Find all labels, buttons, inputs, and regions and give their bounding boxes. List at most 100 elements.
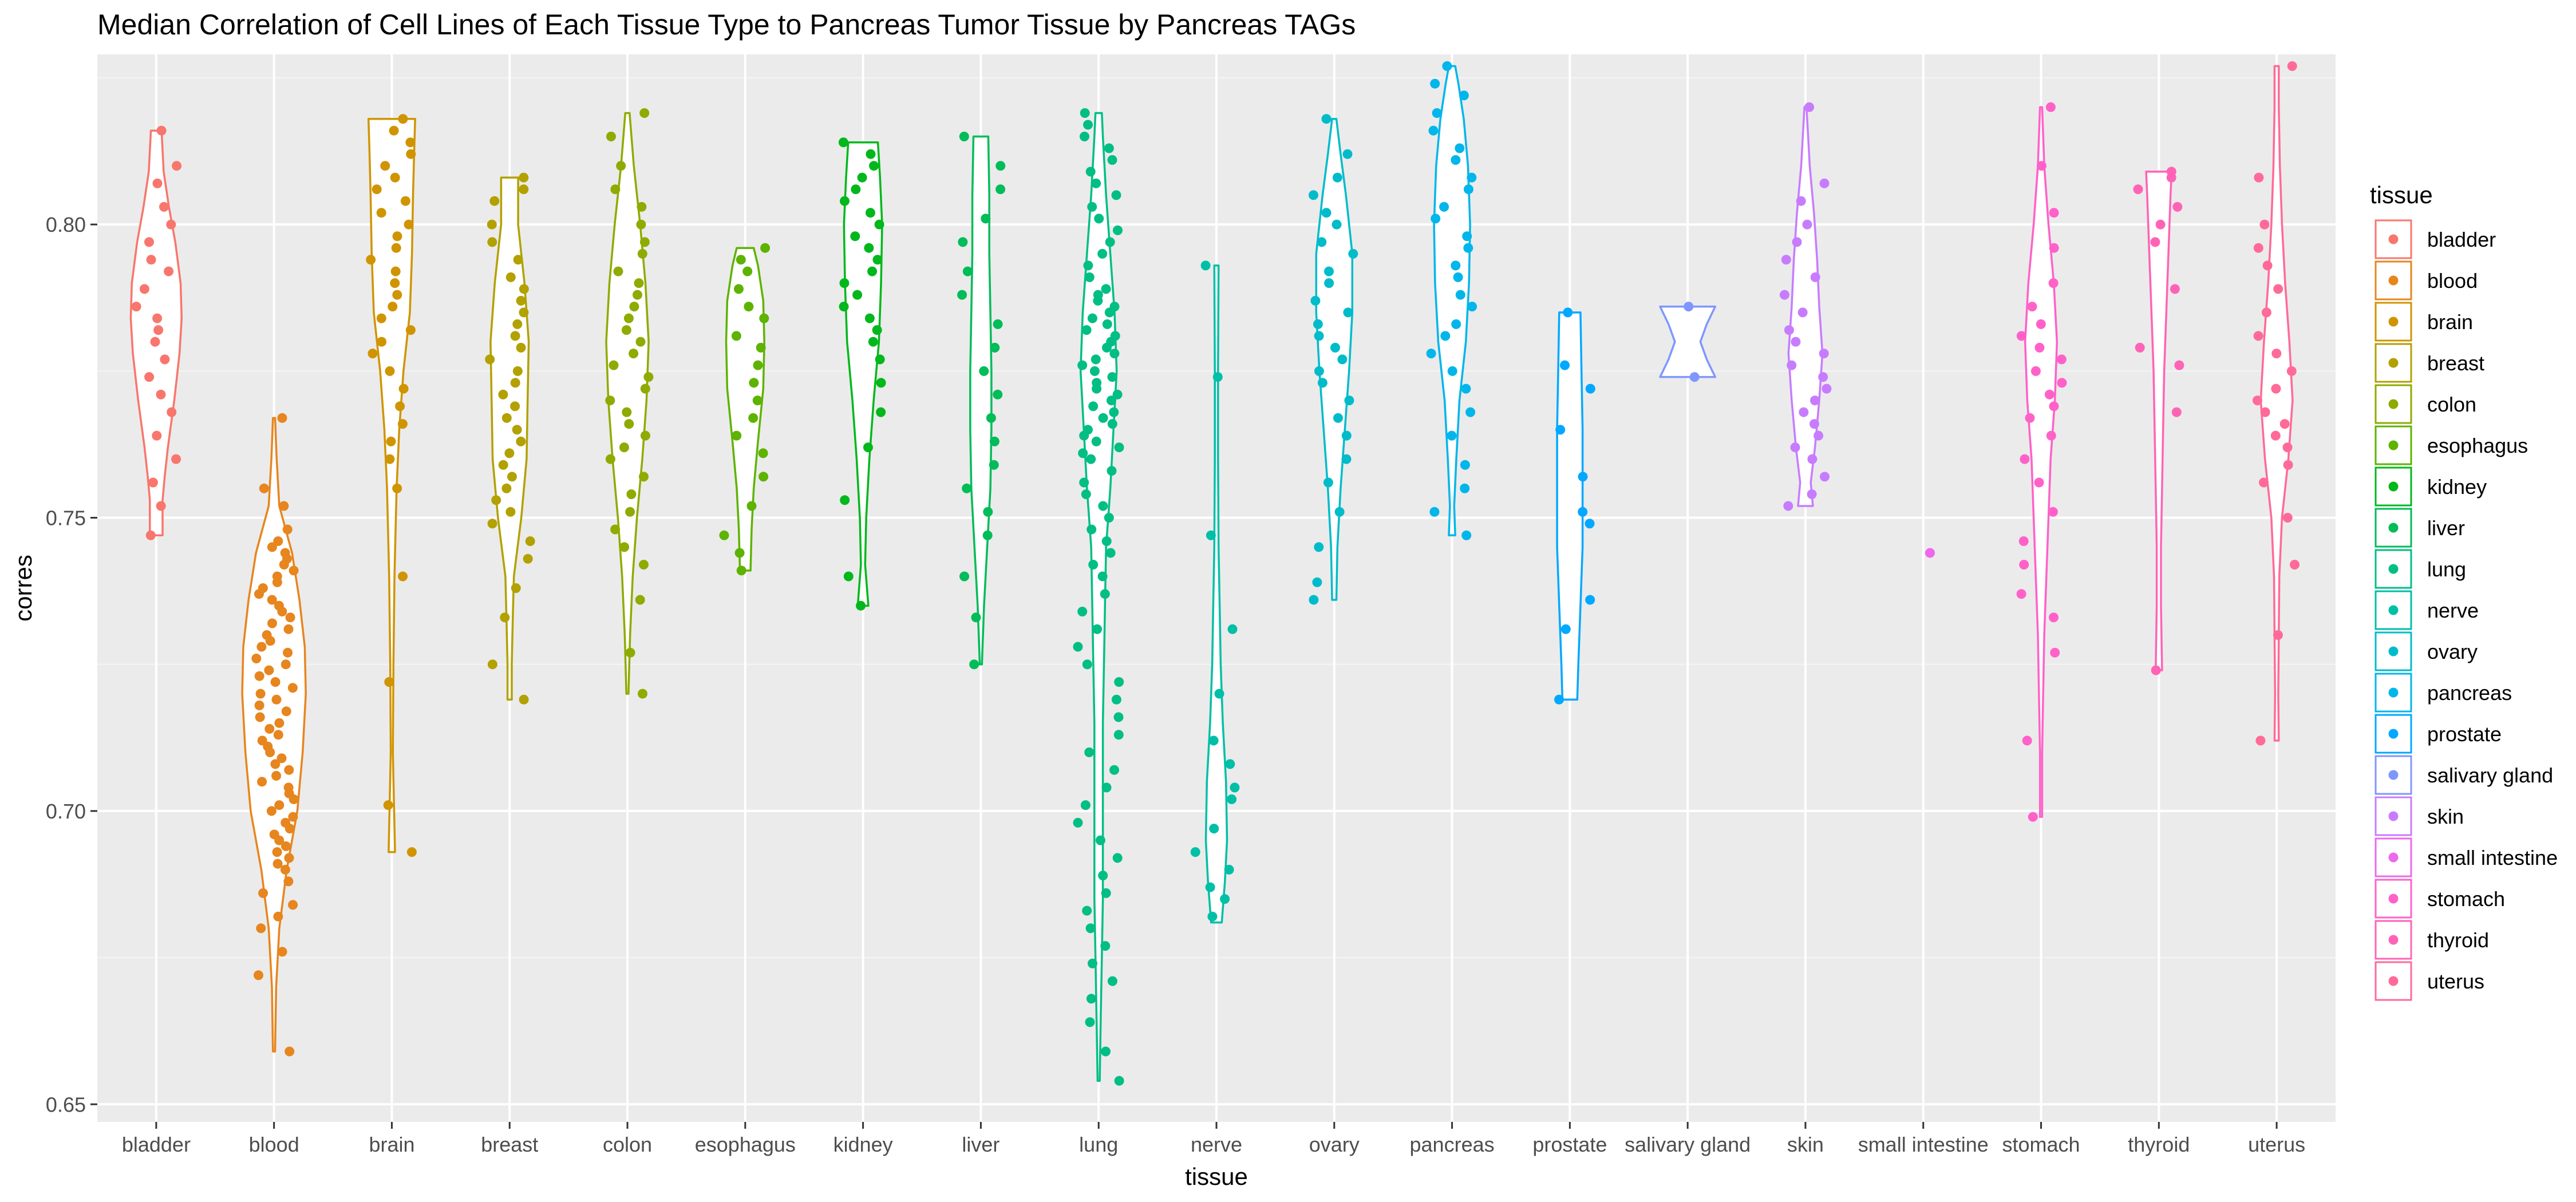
data-point [281,706,291,717]
legend-key-dot [2388,852,2399,863]
data-point [759,313,769,323]
data-point [1225,759,1235,769]
data-point [404,219,414,230]
data-point [1101,782,1112,793]
legend-key [2374,508,2412,548]
data-point [487,519,497,529]
data-point [385,366,395,376]
data-point [273,536,283,546]
data-point [267,595,277,605]
data-point [756,342,766,353]
data-point [1439,201,1449,212]
data-point [2259,477,2269,488]
data-point [265,747,275,757]
data-point [1819,349,1829,359]
data-point [1313,319,1323,329]
data-point [1461,383,1471,394]
legend-key [2374,631,2412,671]
data-point [2171,407,2182,417]
data-point [640,430,650,441]
data-point [638,689,647,699]
data-point [377,337,387,347]
data-point [622,407,632,417]
legend-title: tissue [2370,181,2433,208]
data-point [869,161,879,171]
data-point [1426,349,1436,359]
data-point [1321,114,1332,124]
data-point [1098,501,1108,511]
data-point [266,806,276,816]
y-tick-label: 0.75 [46,507,86,530]
data-point [254,589,264,599]
data-point [971,612,981,623]
data-point [283,624,294,634]
data-point [500,612,510,623]
data-point [613,266,623,276]
data-point [1455,290,1465,300]
data-point [1087,201,1097,212]
data-point [983,507,993,517]
data-point [392,231,402,242]
data-point [1323,477,1333,488]
data-point [1451,319,1461,329]
data-point [1107,155,1117,165]
data-point [511,583,521,593]
data-point [1209,824,1219,834]
data-point [1088,401,1099,412]
data-point [385,454,395,464]
data-point [2027,302,2037,312]
data-point [1585,383,1595,394]
data-point [1341,454,1352,464]
data-point [1082,906,1092,916]
data-point [516,342,526,353]
data-point [866,208,875,218]
data-point [2253,396,2262,406]
data-point [981,213,991,224]
data-point [636,219,646,230]
data-point [279,560,289,570]
data-point [516,295,526,306]
data-point [851,184,861,195]
data-point [758,448,768,458]
data-point [271,694,282,705]
x-tick-label: stomach [2002,1133,2080,1156]
data-point [519,694,529,705]
data-point [1925,548,1935,558]
data-point [270,759,280,769]
x-tick-label: prostate [1532,1133,1607,1156]
legend-key-dot [2388,399,2399,409]
data-point [372,184,382,195]
legend-key-dot [2388,687,2399,698]
data-point [1554,694,1564,705]
data-point [1086,994,1096,1004]
data-point [1314,542,1324,552]
data-point [388,302,398,312]
data-point [959,571,970,582]
data-point [1797,307,1808,318]
data-point [1227,624,1238,634]
data-point [272,847,282,857]
data-point [634,278,644,288]
data-point [1343,307,1353,318]
legend-label: skin [2427,805,2464,828]
legend-key-dot [2388,523,2399,533]
data-point [258,888,268,898]
violin-prostate [1556,311,1584,701]
data-point [864,313,875,323]
data-point [1078,448,1088,458]
data-point [867,266,878,276]
chart-title: Median Correlation of Cell Lines of Each… [97,9,1356,41]
data-point [1324,278,1334,288]
data-point [749,378,759,388]
data-point [1112,389,1123,400]
data-point [1100,941,1111,951]
data-point [2048,507,2058,517]
data-point [284,765,294,775]
legend-label: salivary gland [2427,764,2553,787]
data-point [274,718,285,728]
data-point [274,800,285,810]
data-point [640,383,650,394]
data-point [1684,302,1694,312]
legend-key-dot [2388,358,2399,368]
data-point [256,923,266,934]
